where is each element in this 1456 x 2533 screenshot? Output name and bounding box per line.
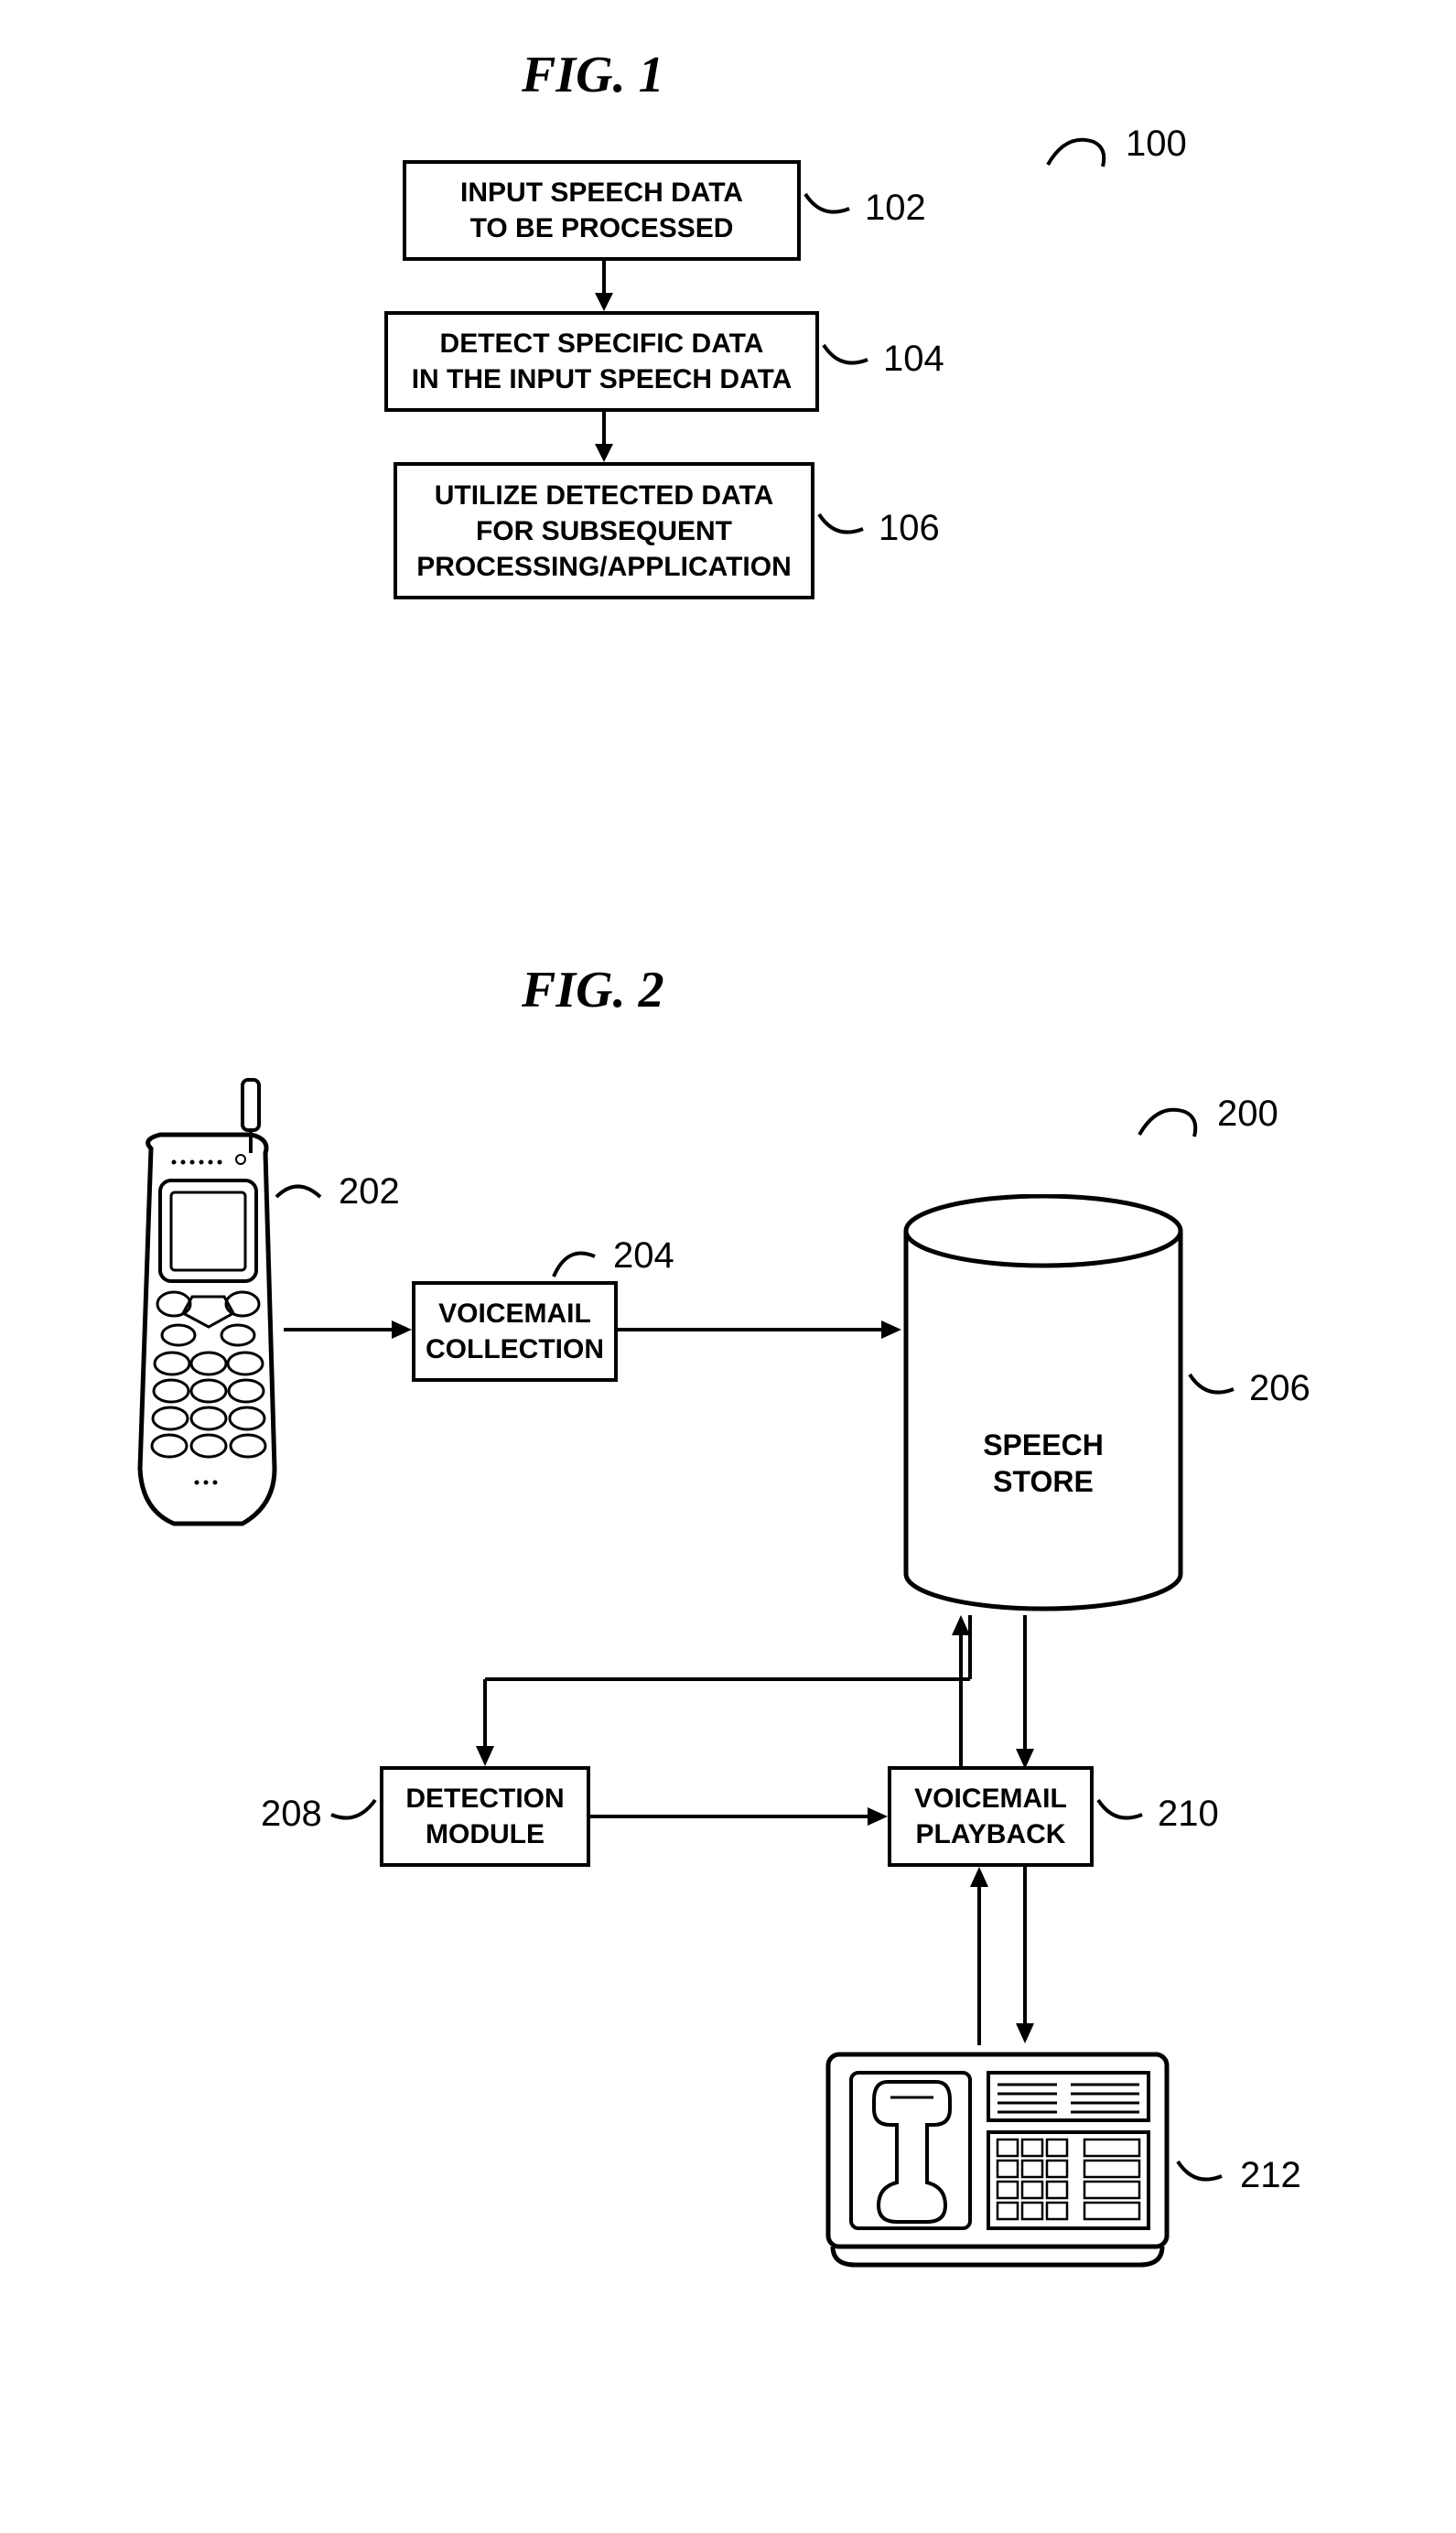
fig1-box2-tick — [822, 343, 877, 380]
fig1-box1: INPUT SPEECH DATA TO BE PROCESSED — [403, 160, 801, 261]
dm-ref: 208 — [261, 1794, 322, 1835]
fig1-box3-text: UTILIZE DETECTED DATA FOR SUBSEQUENT PRO… — [416, 478, 791, 585]
fig2-title: FIG. 2 — [522, 961, 664, 1019]
arrow-fig1-2to3 — [590, 412, 618, 467]
phone-ref: 202 — [339, 1171, 400, 1213]
arrow-store-playback-left — [947, 1615, 975, 1771]
arrow-store-to-detection — [462, 1615, 975, 1771]
vp-tick — [1096, 1798, 1151, 1835]
store-tick — [1188, 1373, 1243, 1409]
arrow-playback-deskphone-right — [1011, 1867, 1039, 2045]
fig1-box1-tick — [803, 192, 858, 229]
arrow-detection-to-playback — [590, 1803, 892, 1830]
voicemail-collection-text: VOICEMAIL COLLECTION — [426, 1296, 604, 1367]
fig1-ref-main: 100 — [1126, 124, 1187, 165]
arrow-store-playback-right — [1011, 1615, 1039, 1771]
voicemail-collection-box: VOICEMAIL COLLECTION — [412, 1281, 618, 1382]
svg-text:SPEECH: SPEECH — [983, 1428, 1104, 1461]
fig1-box2-ref: 104 — [883, 339, 944, 380]
detection-module-box: DETECTION MODULE — [380, 1766, 590, 1867]
mobile-phone-icon — [105, 1075, 307, 1551]
deskphone-ref: 212 — [1240, 2155, 1301, 2196]
fig1-box1-ref: 102 — [865, 188, 926, 229]
vc-ref: 204 — [613, 1235, 674, 1277]
fig1-box3: UTILIZE DETECTED DATA FOR SUBSEQUENT PRO… — [394, 462, 814, 599]
svg-text:STORE: STORE — [993, 1465, 1094, 1498]
phone-tick — [275, 1180, 329, 1217]
fig1-title: FIG. 1 — [522, 46, 664, 104]
fig1-box2-text: DETECT SPECIFIC DATA IN THE INPUT SPEECH… — [412, 326, 793, 397]
speech-store-cylinder: SPEECH STORE — [901, 1194, 1185, 1615]
voicemail-playback-box: VOICEMAIL PLAYBACK — [888, 1766, 1094, 1867]
arrow-phone-to-vc — [284, 1316, 416, 1343]
desk-phone-icon — [819, 2041, 1176, 2279]
arrow-fig1-1to2 — [590, 261, 618, 316]
fig1-box2: DETECT SPECIFIC DATA IN THE INPUT SPEECH… — [384, 311, 819, 412]
vp-ref: 210 — [1158, 1794, 1219, 1835]
deskphone-tick — [1176, 2160, 1231, 2196]
dm-tick — [329, 1798, 380, 1835]
vc-tick — [549, 1240, 604, 1281]
fig1-box3-tick — [817, 512, 872, 549]
arrow-playback-deskphone-left — [965, 1867, 993, 2045]
voicemail-playback-text: VOICEMAIL PLAYBACK — [914, 1781, 1067, 1852]
fig1-ref-curve — [1043, 128, 1116, 174]
fig1-box3-ref: 106 — [879, 508, 940, 549]
store-ref: 206 — [1249, 1368, 1310, 1409]
fig1-box1-text: INPUT SPEECH DATA TO BE PROCESSED — [460, 175, 743, 246]
fig2-ref-curve — [1135, 1098, 1208, 1144]
detection-module-text: DETECTION MODULE — [405, 1781, 564, 1852]
arrow-vc-to-store — [618, 1316, 906, 1343]
fig2-ref-main: 200 — [1217, 1094, 1278, 1135]
